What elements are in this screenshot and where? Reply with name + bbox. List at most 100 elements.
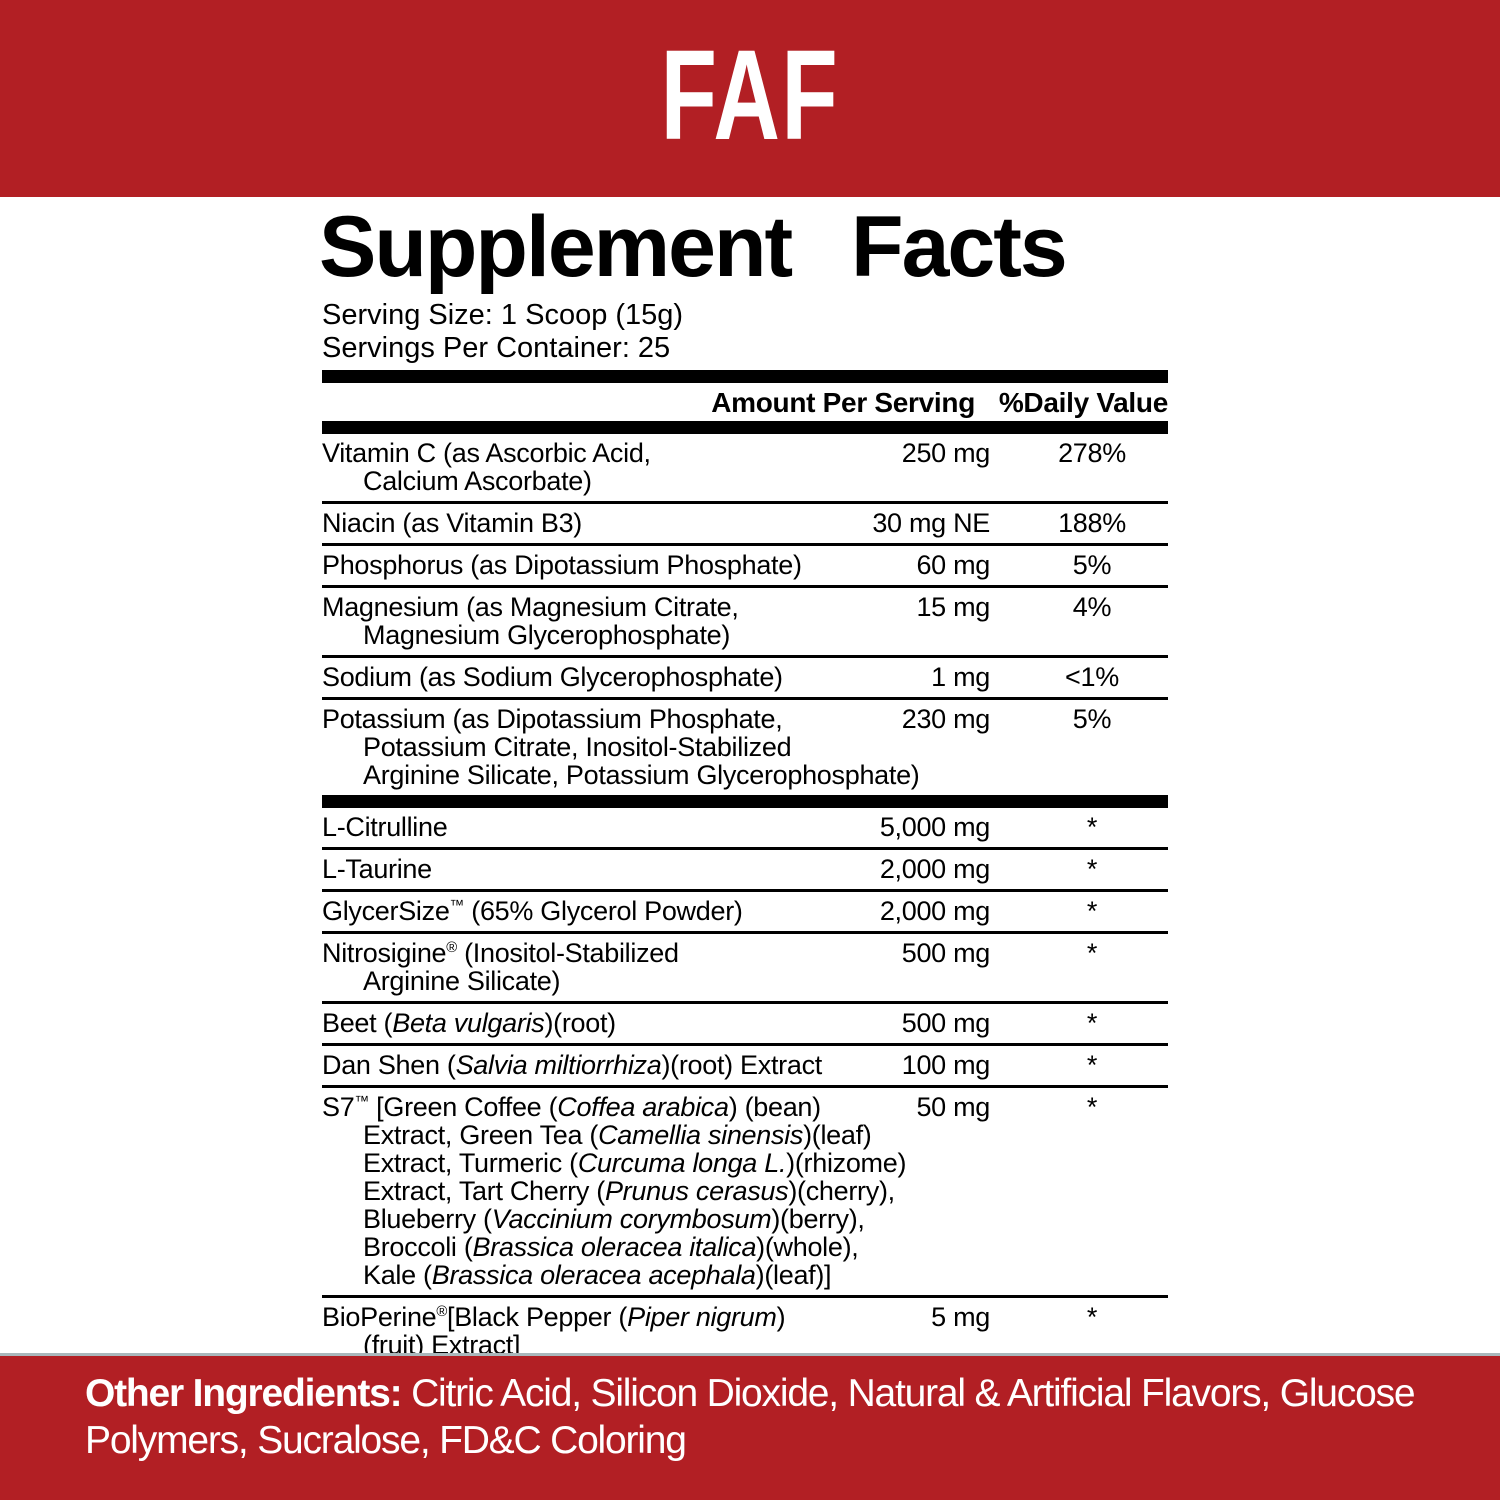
name-text: )(berry), bbox=[771, 1204, 865, 1234]
name-text: Extract, Green Tea ( bbox=[363, 1120, 599, 1150]
nutrient-name: Potassium (as Dipotassium Phosphate, Pota… bbox=[322, 705, 1168, 789]
name-text: Vaccinium corymbosum bbox=[491, 1204, 772, 1234]
serving-size: Serving Size: 1 Scoop (15g) bbox=[322, 299, 684, 331]
name-text: Sodium (as Sodium Glycerophosphate) bbox=[322, 662, 783, 692]
divider-bar bbox=[322, 370, 1168, 383]
nutrient-rows: Vitamin C (as Ascorbic Acid, Calcium Asco… bbox=[322, 434, 1168, 1365]
name-text: Beet ( bbox=[322, 1008, 393, 1038]
nutrient-name-line: Kale (Brassica oleracea acephala)(leaf)] bbox=[322, 1261, 1168, 1289]
name-text: BioPerine bbox=[322, 1302, 437, 1332]
nutrient-name-line: BioPerine®[Black Pepper (Piper nigrum) bbox=[322, 1303, 1168, 1331]
nutrient-amount: 2,000 mg bbox=[879, 896, 990, 926]
name-text: Brassica oleracea italica bbox=[472, 1232, 757, 1262]
nutrient-name-line: Vitamin C (as Ascorbic Acid, bbox=[322, 439, 1168, 467]
nutrient-name-line: Extract, Tart Cherry (Prunus cerasus)(ch… bbox=[322, 1177, 1168, 1205]
name-text: Calcium Ascorbate) bbox=[363, 466, 592, 496]
name-text: ) (bean) bbox=[728, 1092, 821, 1122]
brand-band: FAF bbox=[0, 0, 1500, 197]
supplement-facts-panel: Supplement Facts Serving Size: 1 Scoop (… bbox=[319, 197, 1168, 1413]
name-text: (Inositol-Stabilized bbox=[456, 938, 679, 968]
name-text: Salvia miltiorrhiza bbox=[455, 1050, 662, 1080]
other-ingredients: Other Ingredients: Citric Acid, Silicon … bbox=[0, 1356, 1500, 1464]
nutrient-daily-value: * bbox=[1086, 1008, 1098, 1038]
name-text: (65% Glycerol Powder) bbox=[464, 896, 743, 926]
nutrient-daily-value: * bbox=[1086, 1050, 1098, 1080]
name-text: L-Taurine bbox=[322, 854, 432, 884]
nutrient-amount: 5 mg bbox=[931, 1302, 990, 1332]
nutrient-amount: 60 mg bbox=[916, 550, 990, 580]
name-text: Kale ( bbox=[363, 1260, 432, 1290]
nutrient-name: Phosphorus (as Dipotassium Phosphate) bbox=[322, 551, 1168, 579]
name-text: Coffea arabica bbox=[557, 1092, 729, 1122]
name-text: Potassium Citrate, Inositol-Stabilized bbox=[363, 732, 792, 762]
nutrient-amount: 250 mg bbox=[901, 438, 991, 468]
servings-per-container: Servings Per Container: 25 bbox=[322, 332, 671, 364]
nutrient-row: GlycerSize™ (65% Glycerol Powder) 2,000 m… bbox=[322, 889, 1168, 931]
name-text: )(root) Extract bbox=[661, 1050, 822, 1080]
nutrient-daily-value: 4% bbox=[1072, 592, 1112, 622]
nutrient-amount: 100 mg bbox=[901, 1050, 991, 1080]
nutrient-name-line: Magnesium Glycerophosphate) bbox=[322, 621, 1168, 649]
nutrient-name-line: Nitrosigine® (Inositol-Stabilized bbox=[322, 939, 1168, 967]
nutrient-name-line: Arginine Silicate, Potassium Glycerophos… bbox=[322, 761, 1168, 789]
nutrient-daily-value: 188% bbox=[1058, 508, 1126, 538]
nutrient-daily-value: * bbox=[1086, 938, 1098, 968]
nutrient-name-line: Extract, Turmeric (Curcuma longa L.)(rhi… bbox=[322, 1149, 1168, 1177]
name-text: )(cherry), bbox=[788, 1176, 895, 1206]
table-header: Amount Per Serving %Daily Value bbox=[322, 383, 1168, 421]
trademark-symbol: ™ bbox=[354, 1094, 369, 1110]
name-text: Phosphorus (as Dipotassium Phosphate) bbox=[322, 550, 802, 580]
nutrient-amount: 1 mg bbox=[931, 662, 990, 692]
nutrient-row: Vitamin C (as Ascorbic Acid, Calcium Asco… bbox=[322, 434, 1168, 501]
nutrient-name: Vitamin C (as Ascorbic Acid, Calcium Asco… bbox=[322, 439, 1168, 495]
nutrient-daily-value: * bbox=[1086, 896, 1098, 926]
name-text: )(root) bbox=[544, 1008, 616, 1038]
name-text: Brassica oleracea acephala bbox=[431, 1260, 756, 1290]
other-ingredients-label: Other Ingredients: bbox=[85, 1372, 403, 1415]
name-text: GlycerSize bbox=[322, 896, 450, 926]
nutrient-amount: 500 mg bbox=[901, 938, 991, 968]
other-ingredients-band: Other Ingredients: Citric Acid, Silicon … bbox=[0, 1353, 1500, 1500]
nutrient-row: Sodium (as Sodium Glycerophosphate) 1 mg <… bbox=[322, 655, 1168, 697]
nutrient-row: Magnesium (as Magnesium Citrate, Magnesiu… bbox=[322, 585, 1168, 655]
nutrient-row: S7™ [Green Coffee (Coffea arabica) (bean… bbox=[322, 1085, 1168, 1295]
nutrient-row: Phosphorus (as Dipotassium Phosphate) 60 … bbox=[322, 543, 1168, 585]
trademark-symbol: ® bbox=[436, 1304, 448, 1320]
nutrient-row: Potassium (as Dipotassium Phosphate, Pota… bbox=[322, 697, 1168, 795]
nutrient-name-line: Beet (Beta vulgaris)(root) bbox=[322, 1009, 1168, 1037]
nutrient-row: Beet (Beta vulgaris)(root) 500 mg * bbox=[322, 1001, 1168, 1043]
nutrient-name: Sodium (as Sodium Glycerophosphate) bbox=[322, 663, 1168, 691]
nutrient-row: Nitrosigine® (Inositol-Stabilized Arginin… bbox=[322, 931, 1168, 1001]
name-text: S7 bbox=[322, 1092, 355, 1122]
name-text: L-Citrulline bbox=[322, 812, 448, 842]
nutrient-name-line: Blueberry (Vaccinium corymbosum)(berry), bbox=[322, 1205, 1168, 1233]
nutrient-daily-value: <1% bbox=[1065, 662, 1119, 692]
nutrient-name-line: S7™ [Green Coffee (Coffea arabica) (bean… bbox=[322, 1093, 1168, 1121]
nutrient-name-line: Niacin (as Vitamin B3) bbox=[322, 509, 1168, 537]
nutrient-name-line: L-Citrulline bbox=[322, 813, 1168, 841]
name-text: Potassium (as Dipotassium Phosphate, bbox=[322, 704, 783, 734]
other-ingredients-text: Citric Acid, Silicon Dioxide, Natural & … bbox=[85, 1372, 1416, 1462]
name-text: Vitamin C (as Ascorbic Acid, bbox=[322, 438, 651, 468]
nutrient-daily-value: * bbox=[1086, 1302, 1098, 1332]
nutrient-amount: 50 mg bbox=[916, 1092, 990, 1122]
name-text: Piper nigrum bbox=[627, 1302, 777, 1332]
nutrient-name-line: Arginine Silicate) bbox=[322, 967, 1168, 995]
nutrient-name-line: Potassium (as Dipotassium Phosphate, bbox=[322, 705, 1168, 733]
nutrient-name: GlycerSize™ (65% Glycerol Powder) bbox=[322, 897, 1168, 925]
divider-bar bbox=[322, 421, 1168, 434]
nutrient-row: L-Citrulline 5,000 mg * bbox=[322, 808, 1168, 847]
nutrient-daily-value: * bbox=[1086, 854, 1098, 884]
name-text: Arginine Silicate, Potassium Glycerophos… bbox=[363, 760, 920, 790]
column-header-amount: Amount Per Serving bbox=[711, 387, 975, 418]
name-text: Nitrosigine bbox=[322, 938, 447, 968]
nutrient-amount: 230 mg bbox=[901, 704, 991, 734]
nutrient-name-line: Dan Shen (Salvia miltiorrhiza)(root) Ext… bbox=[322, 1051, 1168, 1079]
column-header-daily-value: %Daily Value bbox=[998, 387, 1168, 418]
name-text: Broccoli ( bbox=[363, 1232, 473, 1262]
name-text: [Green Coffee ( bbox=[368, 1092, 558, 1122]
nutrient-name-line: Extract, Green Tea (Camellia sinensis)(l… bbox=[322, 1121, 1168, 1149]
nutrient-name: Dan Shen (Salvia miltiorrhiza)(root) Ext… bbox=[322, 1051, 1168, 1079]
panel-title: Supplement Facts bbox=[319, 199, 1068, 295]
name-text: )(leaf) bbox=[803, 1120, 872, 1150]
